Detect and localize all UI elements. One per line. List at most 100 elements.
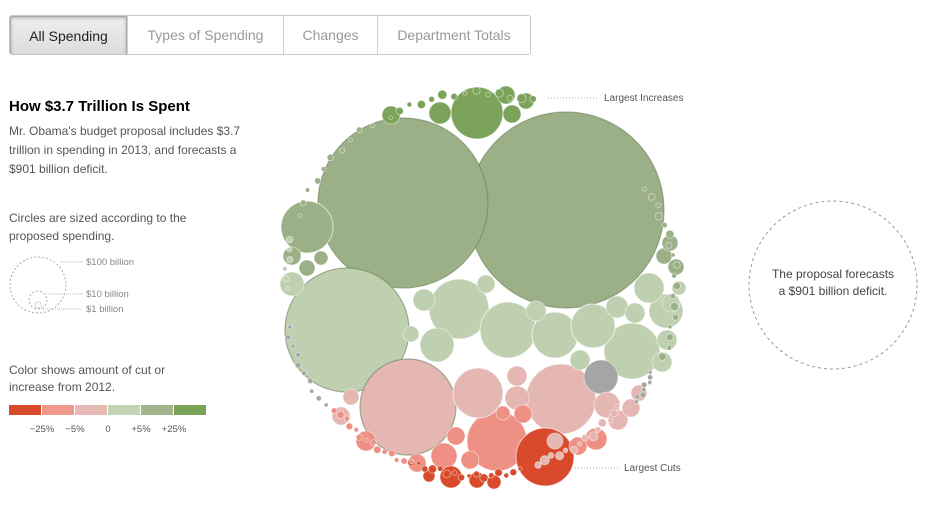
spending-bubble[interactable] [654,211,664,221]
spending-bubble[interactable] [290,343,296,349]
spending-bubble[interactable] [282,266,288,272]
spending-bubble[interactable] [369,122,375,129]
spending-bubble[interactable] [651,351,673,373]
spending-bubble[interactable] [583,359,619,395]
spending-bubble[interactable] [462,90,468,96]
spending-bubble[interactable] [647,374,654,381]
spending-bubble[interactable] [669,293,677,300]
spending-bubble[interactable] [347,137,353,143]
spending-bubble[interactable] [547,452,555,459]
spending-bubble[interactable] [495,405,511,421]
spending-bubble[interactable] [655,202,661,209]
spending-bubble[interactable] [597,418,607,428]
spending-bubble[interactable] [502,104,522,124]
spending-bubble[interactable] [529,95,537,103]
spending-bubble[interactable] [472,470,480,478]
spending-bubble[interactable] [406,101,413,108]
spending-bubble[interactable] [359,358,457,456]
spending-bubble[interactable] [647,193,656,201]
spending-bubble[interactable] [409,459,414,465]
spending-bubble[interactable] [661,222,668,229]
spending-bubble[interactable] [315,395,322,402]
spending-bubble[interactable] [488,472,495,479]
spending-bubble[interactable] [615,403,621,409]
spending-bubble[interactable] [666,345,672,351]
spending-bubble[interactable] [506,365,528,387]
tab-types-of-spending[interactable]: Types of Spending [127,16,283,54]
spending-bubble[interactable] [665,229,675,239]
spending-bubble[interactable] [641,387,647,393]
spending-bubble[interactable] [605,295,629,319]
spending-bubble[interactable] [569,349,591,371]
spending-bubble[interactable] [285,285,291,291]
spending-bubble[interactable] [516,93,527,104]
spending-bubble[interactable] [427,464,437,474]
spending-bubble[interactable] [285,334,292,341]
spending-bubble[interactable] [395,106,404,116]
spending-bubble[interactable] [345,422,354,431]
spending-bubble[interactable] [639,391,647,399]
spending-bubble[interactable] [381,448,388,455]
tab-all-spending[interactable]: All Spending [10,16,127,54]
spending-bubble[interactable] [286,256,294,264]
spending-bubble[interactable] [430,442,458,470]
spending-bubble[interactable] [534,461,542,469]
spending-bubble[interactable] [286,246,293,253]
spending-bubble[interactable] [517,466,523,472]
spending-bubble[interactable] [323,402,329,408]
spending-bubble[interactable] [457,473,466,482]
spending-bubble[interactable] [330,407,338,415]
spending-bubble[interactable] [295,351,301,358]
spending-bubble[interactable] [607,417,614,424]
spending-bubble[interactable] [466,473,472,479]
spending-bubble[interactable] [428,96,435,103]
spending-bubble[interactable] [647,369,653,375]
spending-bubble[interactable] [603,322,661,380]
spending-bubble[interactable] [467,111,665,309]
spending-bubble[interactable] [525,300,547,322]
spending-bubble[interactable] [452,367,504,419]
spending-bubble[interactable] [287,324,293,330]
spending-bubble[interactable] [503,472,510,479]
spending-bubble[interactable] [570,303,616,349]
spending-bubble[interactable] [472,86,481,95]
tab-department-totals[interactable]: Department Totals [377,16,530,54]
spending-bubble[interactable] [476,274,496,294]
spending-bubble[interactable] [320,166,327,172]
spending-bubble[interactable] [658,352,667,361]
spending-bubble[interactable] [506,95,514,102]
spending-bubble[interactable] [304,187,311,193]
spending-bubble[interactable] [370,439,377,446]
spending-bubble[interactable] [355,126,363,134]
spending-bubble[interactable] [581,434,589,442]
spending-bubble[interactable] [317,117,489,289]
spending-bubble[interactable] [428,101,452,125]
spending-bubble[interactable] [373,445,382,454]
spending-bubble[interactable] [298,259,316,277]
spending-bubble[interactable] [494,468,503,477]
spending-bubble[interactable] [577,441,582,447]
spending-bubble[interactable] [666,333,674,342]
spending-bubble[interactable] [479,473,489,483]
spending-bubble[interactable] [671,272,677,279]
spending-bubble[interactable] [309,388,315,394]
spending-bubble[interactable] [460,450,480,470]
spending-bubble[interactable] [672,313,680,321]
spending-bubble[interactable] [326,153,335,162]
spending-bubble[interactable] [280,200,334,254]
spending-bubble[interactable] [610,409,619,418]
spending-bubble[interactable] [641,381,648,388]
spending-bubble[interactable] [402,325,420,343]
spending-bubble[interactable] [294,361,302,369]
spending-bubble[interactable] [569,445,579,454]
spending-bubble[interactable] [634,393,641,400]
spending-bubble[interactable] [437,89,448,100]
spending-bubble[interactable] [494,88,504,98]
spending-bubble[interactable] [339,147,346,154]
spending-bubble[interactable] [336,410,345,419]
spending-bubble[interactable] [313,250,329,266]
spending-bubble[interactable] [555,451,565,461]
spending-bubble[interactable] [314,177,322,185]
spending-bubble[interactable] [562,447,569,454]
spending-bubble[interactable] [624,302,646,324]
